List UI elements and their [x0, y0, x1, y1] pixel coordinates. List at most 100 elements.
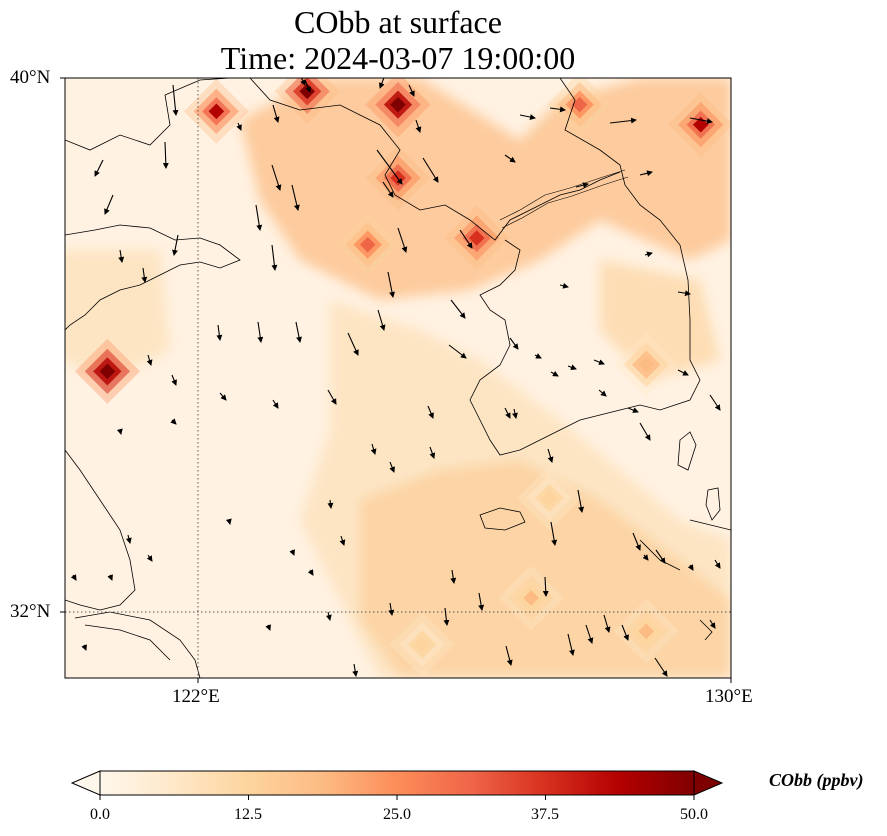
wind-arrow: [339, 535, 346, 546]
colorbar-label: CObb (ppbv): [769, 770, 864, 790]
colorbar-tick-3: 37.5: [531, 806, 559, 823]
wind-arrow: [94, 159, 104, 177]
wind-arrow: [422, 157, 439, 183]
wind-arrow: [654, 657, 668, 677]
wind-arrow: [415, 119, 422, 133]
lat-tick-label-32: 32°N: [10, 601, 51, 622]
wind-arrow: [642, 554, 649, 561]
wind-arrow: [104, 194, 114, 215]
hotspot-10-layer-3: [523, 590, 539, 606]
wind-arrow: [272, 104, 280, 123]
wind-arrow: [429, 446, 436, 459]
wind-arrow: [509, 337, 519, 350]
colorbar-tick-0: 0.0: [90, 806, 110, 823]
wind-arrow: [478, 592, 485, 611]
wind-arrow: [289, 549, 295, 556]
wind-arrow: [519, 114, 536, 120]
wind-arrow: [504, 154, 516, 163]
wind-arrow: [598, 389, 607, 397]
wind-arrow: [216, 324, 223, 341]
wind-arrow: [632, 532, 641, 551]
wind-arrow: [577, 489, 585, 513]
wind-arrow: [141, 267, 148, 283]
wind-arrow: [295, 321, 302, 343]
lon-tick-label-130: 130°E: [705, 686, 753, 707]
wind-arrow: [427, 405, 434, 419]
wind-arrow: [307, 569, 314, 576]
wind-arrow: [621, 624, 629, 641]
map-plot-area: [65, 78, 731, 678]
wind-vectors: [70, 78, 721, 677]
hotspot-0-layer-3: [208, 103, 225, 120]
wind-arrow: [450, 299, 466, 319]
wind-arrow: [162, 141, 169, 169]
wind-arrow: [378, 78, 385, 89]
wind-arrow: [265, 624, 271, 631]
wind-arrow: [382, 181, 394, 198]
map-title: CObb at surface: [294, 4, 502, 40]
colorbar: [70, 770, 724, 800]
colorbar-gradient: [100, 771, 694, 795]
hotspot-4-layer-3: [359, 236, 376, 253]
wind-arrow: [459, 229, 473, 249]
wind-arrow: [70, 574, 77, 581]
wind-arrow: [325, 611, 332, 621]
wind-arrow: [567, 633, 575, 656]
wind-arrow: [327, 499, 334, 509]
colorbar-extend-max: [693, 770, 724, 796]
wind-arrow: [376, 149, 403, 185]
wind-arrow: [327, 389, 337, 405]
wind-arrow: [300, 78, 306, 86]
wind-arrow: [585, 624, 594, 644]
wind-arrow: [257, 321, 264, 343]
wind-arrow: [709, 394, 721, 411]
wind-arrow: [236, 122, 242, 131]
wind-arrow: [408, 84, 415, 97]
wind-arrow: [714, 559, 721, 569]
wind-arrow: [389, 461, 395, 473]
wind-arrow: [170, 418, 177, 425]
hotspot-11-layer-3: [638, 623, 655, 640]
wind-arrow: [677, 369, 689, 376]
concentration-hotspots: [74, 78, 731, 678]
wind-arrow: [172, 84, 179, 116]
wind-arrow: [550, 370, 559, 377]
wind-arrow: [575, 182, 589, 189]
wind-arrow: [644, 251, 653, 258]
wind-arrow: [534, 353, 542, 359]
wind-arrow: [219, 392, 227, 401]
wind-arrow: [125, 534, 132, 544]
wind-arrow: [172, 234, 179, 256]
wind-arrow: [377, 309, 386, 331]
wind-arrow: [443, 607, 450, 626]
wind-arrow: [352, 663, 359, 677]
wind-arrow: [397, 227, 408, 253]
wind-arrow: [627, 407, 639, 413]
hotspot-5-layer-3: [468, 230, 485, 246]
wind-arrow: [291, 184, 300, 211]
wind-arrow: [450, 569, 457, 584]
wind-arrow: [225, 518, 232, 525]
wind-arrow: [689, 117, 713, 125]
wind-arrow: [609, 117, 637, 124]
wind-arrow: [709, 619, 716, 629]
wind-arrow: [146, 554, 153, 562]
colorbar-extend-min: [70, 770, 101, 796]
wind-arrow: [505, 645, 513, 666]
wind-arrow: [107, 574, 113, 581]
wind-arrow: [271, 164, 282, 191]
gridlines: [65, 78, 731, 678]
colorbar-tick-1: 12.5: [234, 806, 262, 823]
wind-arrow: [387, 271, 395, 298]
wind-arrow: [542, 576, 549, 597]
wind-arrow: [687, 564, 694, 571]
wind-arrow: [547, 448, 554, 463]
wind-arrow: [448, 344, 467, 359]
wind-arrow: [511, 408, 518, 419]
wind-arrow: [559, 282, 569, 289]
wind-arrow: [603, 614, 611, 633]
wind-arrow: [593, 359, 605, 365]
wind-arrow: [81, 644, 87, 651]
wind-arrow: [504, 407, 511, 419]
